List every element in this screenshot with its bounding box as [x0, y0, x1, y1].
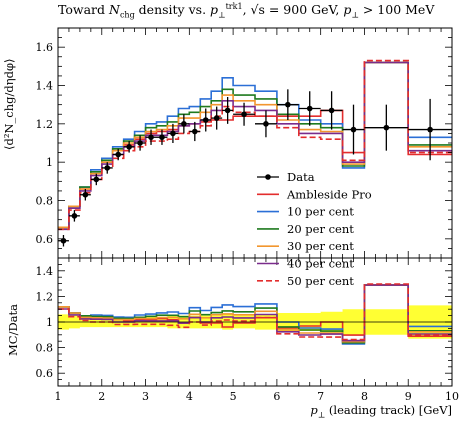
xtick-label: 1: [55, 390, 62, 403]
data-point: [427, 126, 433, 133]
data-point: [328, 107, 335, 114]
data-point: [82, 191, 89, 198]
data-point: [383, 124, 390, 131]
ytick-label-main: 1: [46, 156, 53, 169]
data-point: [115, 151, 121, 158]
data-point: [263, 121, 269, 127]
xtick-label: 2: [98, 390, 105, 403]
xtick-label: 6: [273, 390, 280, 403]
legend-entry-2: 20 per cent: [257, 222, 354, 236]
data-point: [306, 105, 313, 112]
ytick-label-ratio: 0.6: [36, 367, 54, 380]
data-point: [104, 165, 111, 171]
legend-entry-0: Ambleside Pro: [257, 187, 372, 201]
xtick-label: 10: [445, 390, 459, 403]
main-panel: 0.6 0.8 1 1.2 1.4 1.6: [36, 27, 453, 259]
ytick-label-main: 1.6: [36, 41, 54, 54]
legend-label-data: Data: [287, 170, 315, 184]
legend-entry-data: Data: [257, 170, 315, 184]
x-axis-label: p⊥ (leading track) [GeV]: [310, 403, 452, 420]
legend-entry-5: 50 per cent: [257, 274, 354, 288]
ytick-label-ratio: 1.4: [36, 265, 54, 278]
data-point: [93, 176, 100, 183]
xtick-label: 9: [405, 390, 412, 403]
legend-entry-1: 10 per cent: [257, 205, 354, 219]
data-point: [159, 134, 165, 141]
data-point: [126, 144, 132, 150]
legend-label: 50 per cent: [287, 274, 354, 288]
ytick-label-main: 0.8: [36, 195, 54, 208]
legend-label: Ambleside Pro: [286, 187, 372, 201]
ratio-line-4: [58, 284, 452, 342]
data-point: [181, 121, 187, 127]
data-point: [137, 140, 143, 146]
ratio-line-3: [58, 284, 452, 343]
data-point: [71, 213, 78, 219]
legend-marker-dot: [265, 174, 271, 180]
data-point: [192, 128, 198, 135]
xtick-label: 3: [142, 390, 149, 403]
series-line-5: [58, 59, 452, 231]
data-point: [148, 134, 154, 141]
legend-label: 10 per cent: [287, 205, 354, 219]
xtick-label: 8: [361, 390, 368, 403]
legend-label: 30 per cent: [287, 239, 354, 253]
xtick-label: 4: [186, 390, 193, 403]
ytick-label-ratio: 1.2: [36, 290, 54, 303]
ytick-label-ratio: 0.8: [36, 342, 54, 355]
data-point: [60, 237, 67, 244]
legend-entry-4: 40 per cent: [257, 257, 354, 271]
series-line-1: [58, 61, 452, 229]
ytick-label-main: 0.6: [36, 233, 54, 246]
data-point: [224, 107, 231, 114]
ytick-label-main: 1.4: [36, 80, 54, 93]
xtick-label: 5: [230, 390, 237, 403]
legend-entry-3: 30 per cent: [257, 239, 354, 253]
data-point: [241, 111, 247, 118]
ytick-label-main: 1.2: [36, 118, 54, 131]
chart-title: Toward Nchg density vs. p⊥trk1, √s = 900…: [58, 2, 435, 20]
data-point: [213, 115, 220, 121]
data-point: [170, 130, 176, 137]
data-point: [350, 126, 357, 133]
legend: Data Ambleside Pro 10 per cent 20 per cent 3…: [257, 170, 372, 288]
legend-label: 20 per cent: [287, 222, 354, 236]
data-point: [202, 117, 209, 123]
ytick-label-ratio: 1: [46, 316, 53, 329]
data-point: [285, 101, 291, 108]
xtick-label: 7: [317, 390, 324, 403]
legend-label: 40 per cent: [287, 257, 354, 271]
ratio-panel: 0.6 0.8 1 1.2 1.4 1 2 3 4 5 6 7 8 9 10: [36, 28, 459, 403]
